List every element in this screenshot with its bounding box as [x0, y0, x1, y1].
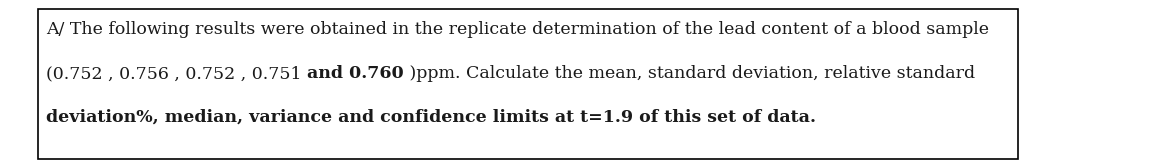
Text: deviation%, median, variance and confidence limits at t=1.9 of this set of data: deviation%, median, variance and confide… [46, 109, 809, 126]
Text: A/ The following results were obtained in the replicate determination of the lea: A/ The following results were obtained i… [46, 21, 989, 38]
Text: .: . [809, 109, 816, 126]
Text: and 0.760: and 0.760 [307, 65, 404, 82]
Text: )ppm. Calculate the mean, standard deviation, relative standard: )ppm. Calculate the mean, standard devia… [404, 65, 975, 82]
Bar [39, 9, 1018, 159]
Text: (0.752 , 0.756 , 0.752 , 0.751: (0.752 , 0.756 , 0.752 , 0.751 [46, 65, 307, 82]
